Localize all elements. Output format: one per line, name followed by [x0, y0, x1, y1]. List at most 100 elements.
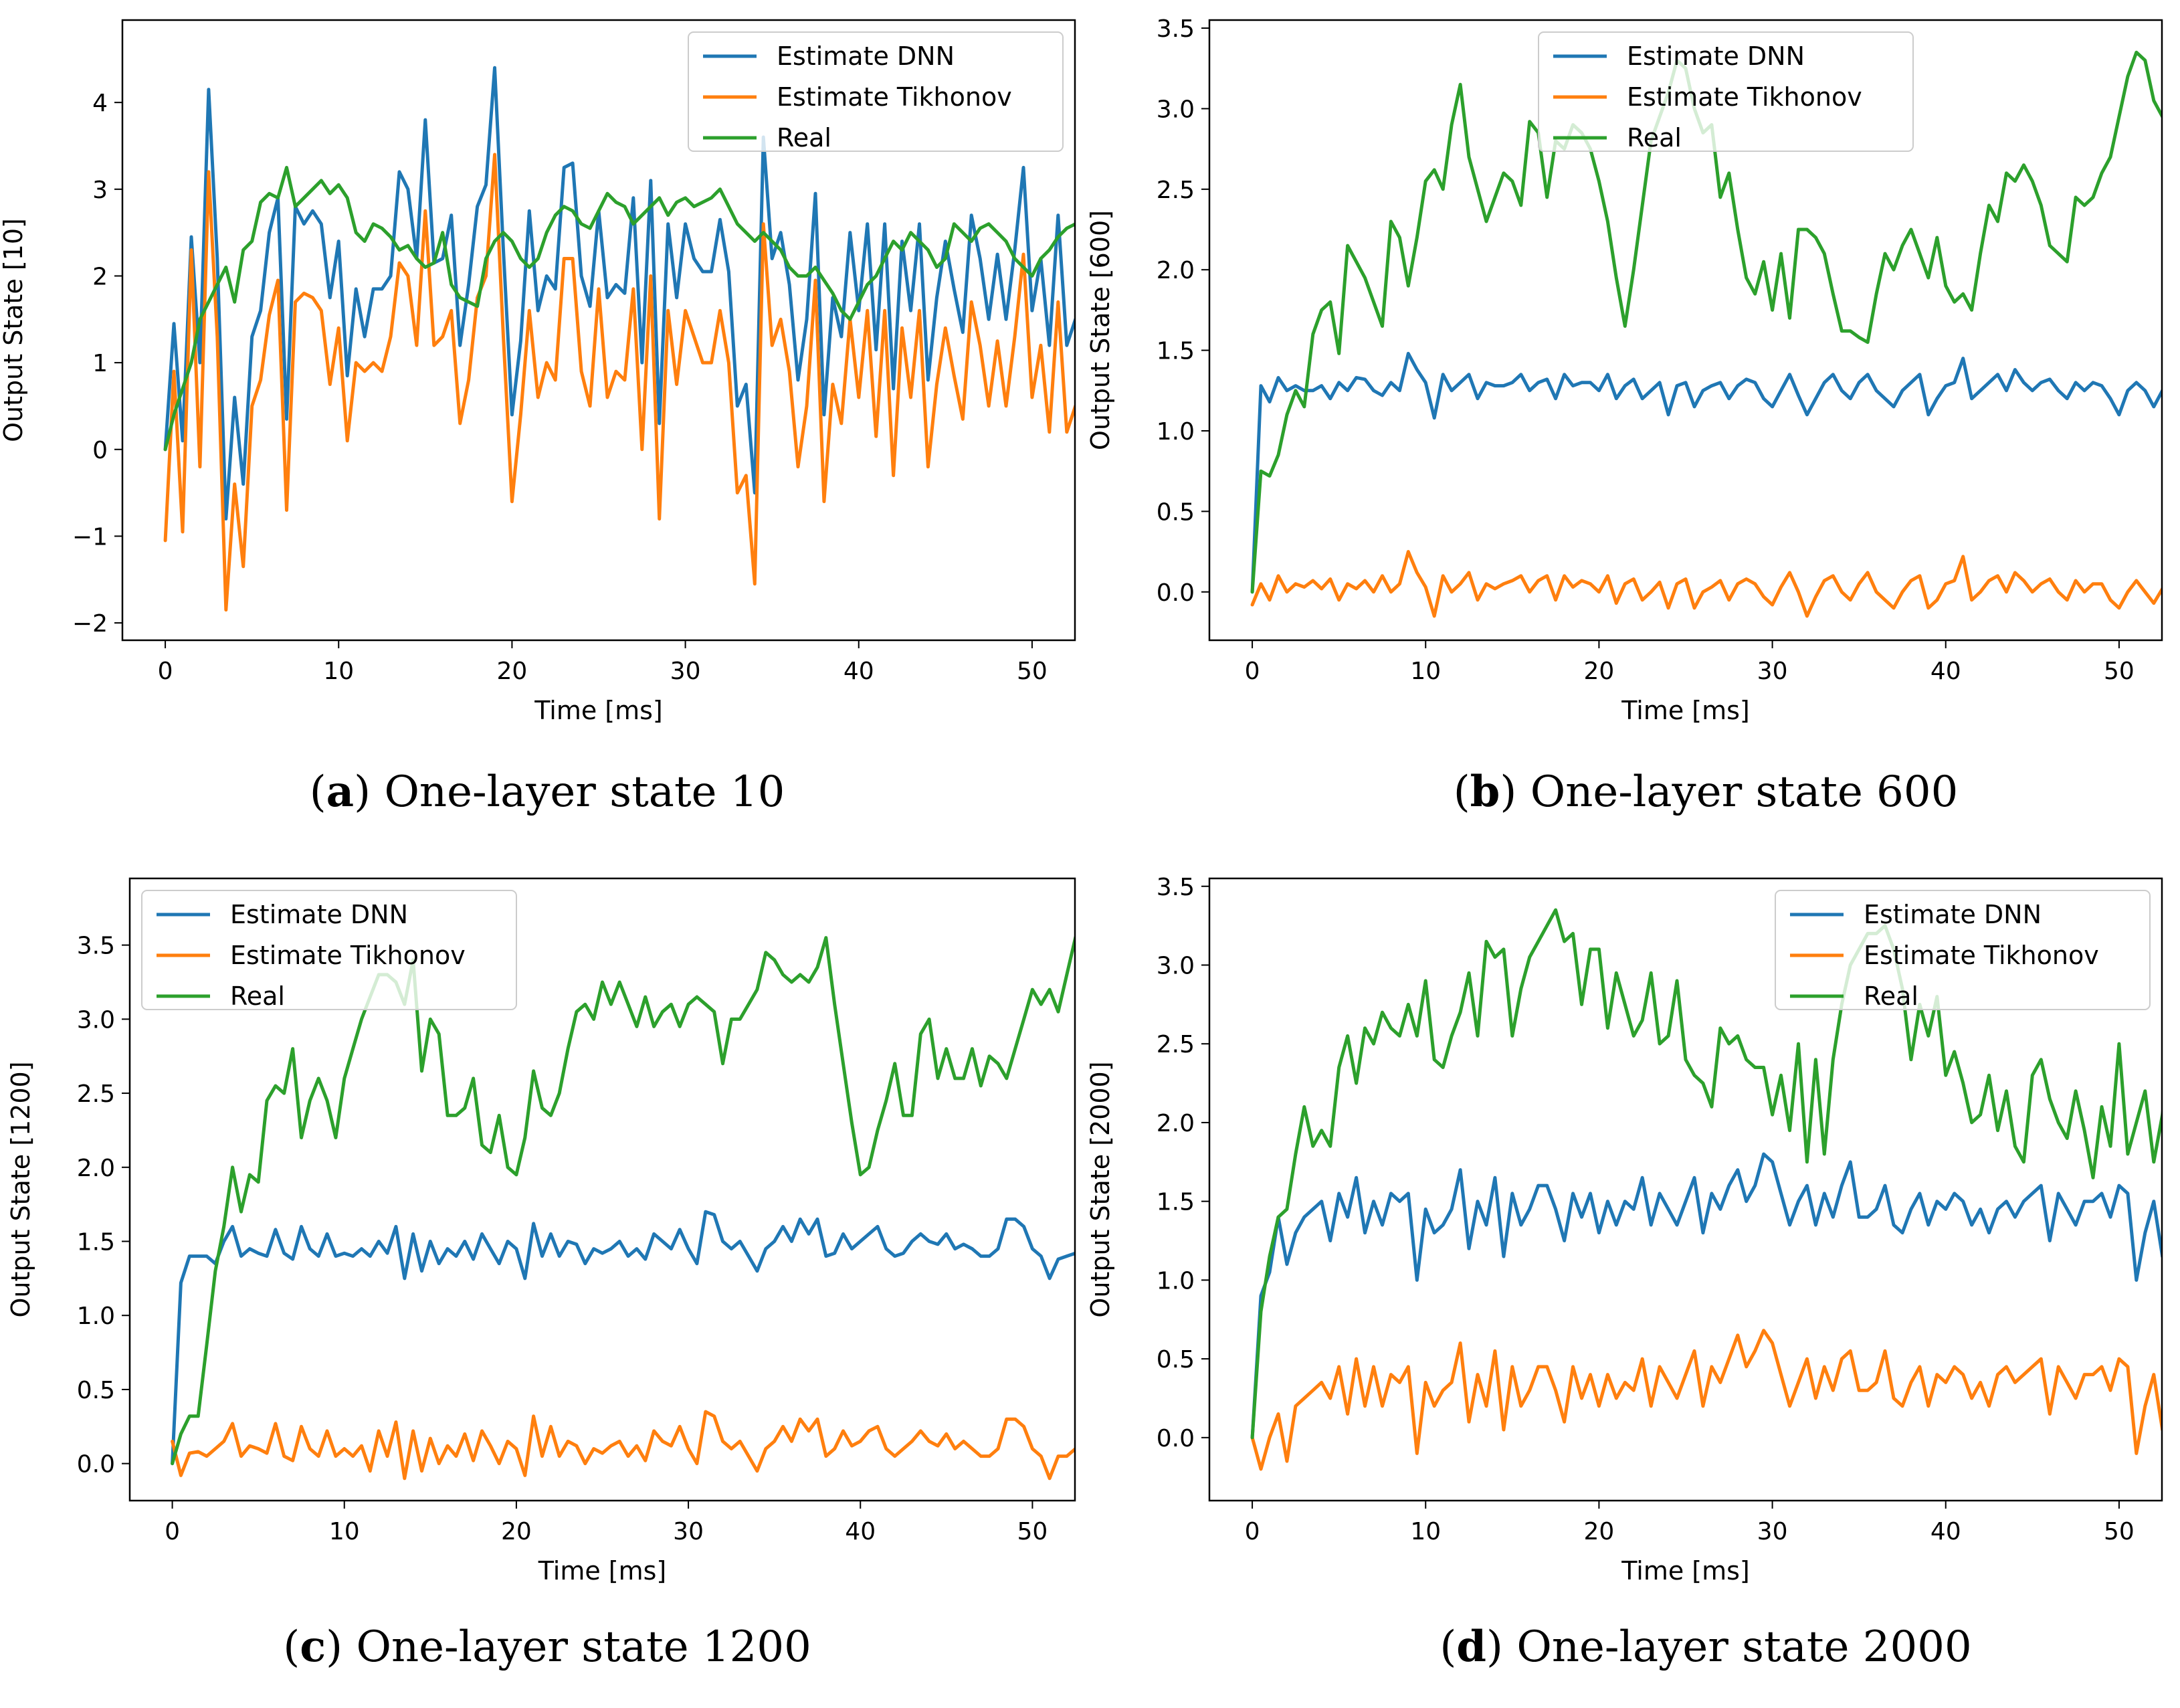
- caption-letter: a: [326, 767, 354, 817]
- series-line-estimate-tikhonov: [163, 153, 1075, 612]
- y-tick-label: 3.0: [1157, 952, 1195, 979]
- x-tick-label: 30: [1757, 1518, 1788, 1545]
- y-tick-label: 0: [92, 437, 108, 464]
- x-tick-label: 10: [1410, 658, 1441, 685]
- series-line-estimate-dnn: [163, 66, 1075, 520]
- series-line-real: [171, 933, 1075, 1466]
- y-axis-label: Output State [1200]: [6, 1061, 35, 1317]
- series-group: [1250, 50, 2162, 618]
- x-tick-label: 50: [2104, 1518, 2135, 1545]
- series-group: [1250, 908, 2162, 1471]
- y-tick-label: 1.5: [1157, 1189, 1195, 1216]
- series-line-estimate-dnn: [1250, 351, 2162, 594]
- series-line-real: [1250, 50, 2162, 594]
- legend-box: [1538, 31, 1914, 152]
- x-axis-label: Time [ms]: [1621, 1556, 1750, 1586]
- series-line-estimate-dnn: [171, 1210, 1075, 1466]
- series-line-estimate-tikhonov: [171, 1410, 1075, 1481]
- y-tick-label: −2: [72, 610, 108, 638]
- y-tick-label: 0.0: [77, 1451, 115, 1479]
- x-axis-label: Time [ms]: [538, 1556, 667, 1586]
- legend-box: [688, 31, 1064, 152]
- x-tick-label: 0: [1245, 1518, 1260, 1545]
- legend: Estimate DNN Estimate Tikhonov Real: [141, 890, 517, 1011]
- legend-label-estimate-dnn: Estimate DNN: [1627, 41, 1805, 71]
- y-tick-label: 1.0: [77, 1303, 115, 1330]
- y-tick-label: 2.5: [77, 1080, 115, 1108]
- y-axis-label: Output State [600]: [1086, 210, 1115, 450]
- y-tick-label: 0.5: [77, 1377, 115, 1404]
- legend-label-estimate-dnn: Estimate DNN: [230, 900, 408, 929]
- x-axis-label: Time [ms]: [534, 696, 663, 725]
- x-tick-label: 10: [329, 1518, 360, 1545]
- y-tick-label: −1: [72, 523, 108, 551]
- x-tick-label: 10: [323, 658, 354, 685]
- axes-frame: [1208, 877, 2163, 1502]
- x-tick-label: 40: [844, 658, 874, 685]
- y-tick-label: 4: [92, 90, 108, 117]
- y-tick-label: 0.5: [1157, 1346, 1195, 1373]
- panel-caption: (d) One-layer state 2000: [1440, 1622, 1971, 1672]
- y-tick-label: 0.0: [1157, 1425, 1195, 1452]
- x-tick-label: 20: [1584, 1518, 1615, 1545]
- series-line-real: [1250, 908, 2162, 1440]
- x-tick-label: 40: [845, 1518, 876, 1545]
- panel-caption: (b) One-layer state 600: [1454, 767, 1959, 817]
- x-tick-label: 0: [158, 658, 173, 685]
- y-tick-label: 2.0: [77, 1155, 115, 1182]
- x-tick-label: 30: [670, 658, 701, 685]
- y-tick-label: 3.0: [1157, 96, 1195, 123]
- y-tick-label: 2.0: [1157, 257, 1195, 284]
- legend: Estimate DNN Estimate Tikhonov Real: [1775, 890, 2151, 1011]
- legend: Estimate DNN Estimate Tikhonov Real: [1538, 31, 1914, 153]
- y-tick-label: 2.5: [1157, 177, 1195, 204]
- x-tick-label: 40: [1930, 1518, 1961, 1545]
- x-tick-label: 20: [497, 658, 528, 685]
- legend-box: [141, 890, 517, 1010]
- x-tick-label: 50: [2104, 658, 2135, 685]
- y-tick-label: 1.0: [1157, 418, 1195, 446]
- y-tick-label: 3.5: [1157, 874, 1195, 901]
- axes-frame: [1208, 19, 2163, 642]
- caption-letter: d: [1456, 1622, 1486, 1672]
- axes-frame: [121, 19, 1076, 642]
- x-tick-label: 30: [1757, 658, 1788, 685]
- legend-label-real: Real: [1627, 123, 1682, 153]
- caption-letter: c: [300, 1622, 326, 1672]
- y-axis-label: Output State [2000]: [1086, 1061, 1115, 1317]
- y-tick-label: 1.5: [77, 1229, 115, 1256]
- series-group: [171, 933, 1075, 1481]
- series-line-estimate-tikhonov: [1250, 1329, 2162, 1471]
- x-tick-label: 50: [1017, 1518, 1048, 1545]
- x-tick-label: 20: [501, 1518, 532, 1545]
- axes-frame: [128, 877, 1076, 1502]
- panel-a: 0 10 20 30 40 50 −2 −1 0 1 2 3 4 Time [ms] Output Stat…: [0, 19, 1076, 817]
- series-group: [163, 66, 1075, 612]
- panel-d: 0 10 20 30 40 50 0.0 0.5 1.0 1.5 2.0 2.5 3.0 3.5 Time …: [1086, 874, 2163, 1672]
- series-line-estimate-tikhonov: [1250, 550, 2162, 618]
- y-tick-label: 3.0: [77, 1006, 115, 1034]
- panel-caption: (a) One-layer state 10: [310, 767, 785, 817]
- legend-label-real: Real: [777, 123, 831, 153]
- legend-box: [1775, 890, 2151, 1010]
- y-tick-label: 2.0: [1157, 1110, 1195, 1137]
- x-tick-label: 30: [673, 1518, 704, 1545]
- legend-label-estimate-tikhonov: Estimate Tikhonov: [777, 82, 1012, 112]
- y-tick-label: 3.5: [1157, 15, 1195, 43]
- y-tick-label: 3.5: [77, 933, 115, 960]
- y-tick-label: 1.5: [1157, 338, 1195, 365]
- legend-label-estimate-tikhonov: Estimate Tikhonov: [230, 941, 466, 970]
- y-tick-label: 2.5: [1157, 1031, 1195, 1058]
- y-axis-label: Output State [10]: [0, 218, 28, 442]
- panel-caption: (c) One-layer state 1200: [283, 1622, 811, 1672]
- x-tick-label: 10: [1410, 1518, 1441, 1545]
- y-tick-label: 0.5: [1157, 498, 1195, 526]
- y-tick-label: 3: [92, 177, 108, 204]
- legend-label-estimate-tikhonov: Estimate Tikhonov: [1627, 82, 1862, 112]
- x-axis-label: Time [ms]: [1621, 696, 1750, 725]
- legend-label-estimate-dnn: Estimate DNN: [777, 41, 955, 71]
- x-tick-label: 0: [1245, 658, 1260, 685]
- caption-letter: b: [1470, 767, 1500, 817]
- legend-label-real: Real: [230, 981, 285, 1011]
